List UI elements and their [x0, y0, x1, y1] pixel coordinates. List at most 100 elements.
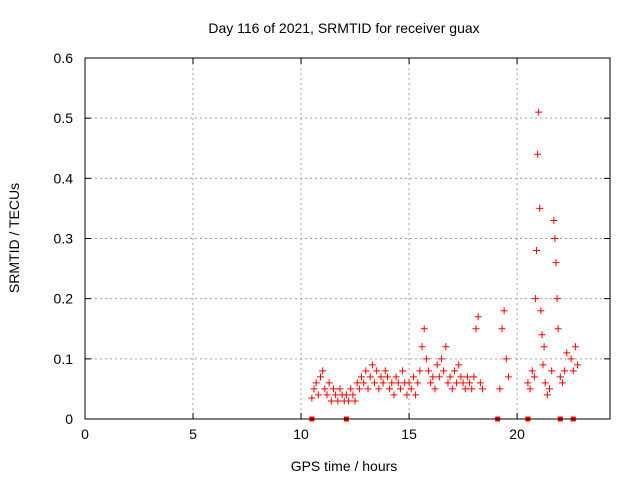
data-point	[479, 385, 487, 393]
data-point	[425, 367, 433, 375]
data-point	[360, 379, 368, 387]
data-point	[403, 391, 411, 399]
data-point	[540, 343, 548, 351]
data-point	[538, 331, 546, 339]
x-tick-labels: 0 5 10 15 20	[81, 426, 525, 442]
data-point	[409, 373, 417, 381]
data-point	[310, 385, 318, 393]
data-point	[366, 373, 374, 381]
data-point	[412, 391, 420, 399]
data-point	[312, 379, 320, 387]
data-point	[418, 343, 426, 351]
data-point	[474, 313, 482, 321]
data-point	[548, 367, 556, 375]
data-point	[569, 367, 577, 375]
data-point	[539, 361, 547, 369]
data-point	[459, 379, 467, 387]
data-point	[386, 385, 394, 393]
data-point	[368, 361, 376, 369]
y-tick-labels: 0 0.1 0.2 0.3 0.4 0.5 0.6	[54, 50, 74, 427]
data-point	[440, 367, 448, 375]
data-point	[561, 367, 569, 375]
data-point	[351, 397, 359, 405]
data-point	[325, 379, 333, 387]
data-point	[442, 343, 450, 351]
y-tick-label: 0.3	[54, 231, 74, 247]
data-point	[314, 391, 322, 399]
data-point	[551, 235, 559, 242]
data-point	[345, 397, 353, 405]
data-point	[534, 150, 542, 158]
data-point	[394, 379, 402, 387]
data-point	[390, 391, 398, 399]
data-point	[347, 385, 355, 393]
data-point	[444, 379, 452, 387]
data-point	[383, 373, 391, 381]
data-point	[450, 367, 458, 375]
data-point	[500, 307, 508, 315]
data-point	[472, 325, 480, 333]
data-point	[470, 373, 478, 381]
data-point	[455, 361, 463, 369]
data-point	[554, 325, 562, 333]
y-tick-label: 0.6	[54, 50, 74, 66]
data-point	[362, 367, 370, 375]
data-point	[528, 367, 536, 375]
data-point	[448, 385, 456, 393]
data-point	[435, 373, 443, 381]
data-point	[498, 325, 506, 333]
x-tick-label: 0	[81, 426, 89, 442]
axis-ticks	[84, 57, 610, 420]
data-point	[553, 295, 561, 303]
data-point	[377, 373, 385, 381]
data-point	[316, 373, 324, 381]
data-point	[416, 367, 424, 375]
data-point	[392, 373, 400, 381]
data-point	[433, 361, 441, 369]
data-point	[524, 379, 532, 387]
data-point	[353, 379, 361, 387]
data-point	[550, 216, 558, 224]
data-point	[342, 391, 350, 399]
data-point	[468, 385, 476, 393]
data-point	[535, 108, 543, 116]
data-point	[476, 379, 484, 387]
data-point	[531, 295, 539, 303]
data-point	[563, 349, 571, 357]
y-tick-label: 0.1	[54, 351, 74, 367]
data-point	[319, 367, 327, 375]
data-point	[463, 373, 471, 381]
data-point	[396, 385, 404, 393]
data-point	[502, 355, 510, 363]
data-point	[381, 367, 389, 375]
y-tick-label: 0.5	[54, 110, 74, 126]
data-point	[431, 385, 439, 393]
data-point	[336, 385, 344, 393]
data-point	[537, 307, 545, 315]
data-point	[574, 361, 582, 369]
data-point	[358, 373, 366, 381]
data-point	[399, 367, 407, 375]
data-point	[414, 379, 422, 387]
data-point	[422, 355, 430, 363]
y-tick-label: 0.4	[54, 170, 74, 186]
data-point	[546, 385, 554, 393]
y-tick-label: 0	[65, 411, 73, 427]
chart-title: Day 116 of 2021, SRMTID for receiver gua…	[208, 20, 479, 36]
data-point	[541, 379, 549, 387]
data-point	[543, 391, 551, 399]
x-tick-label: 15	[401, 426, 417, 442]
data-point	[530, 373, 538, 381]
data-point	[364, 385, 372, 393]
data-point	[329, 385, 337, 393]
data-point	[332, 391, 340, 399]
data-point	[453, 379, 461, 387]
y-axis-label: SRMTID / TECUs	[6, 183, 22, 293]
data-point	[567, 355, 575, 363]
data-point	[457, 373, 465, 381]
data-point	[371, 379, 379, 387]
data-point	[526, 385, 534, 393]
data-point	[373, 367, 381, 375]
data-point	[321, 385, 329, 393]
